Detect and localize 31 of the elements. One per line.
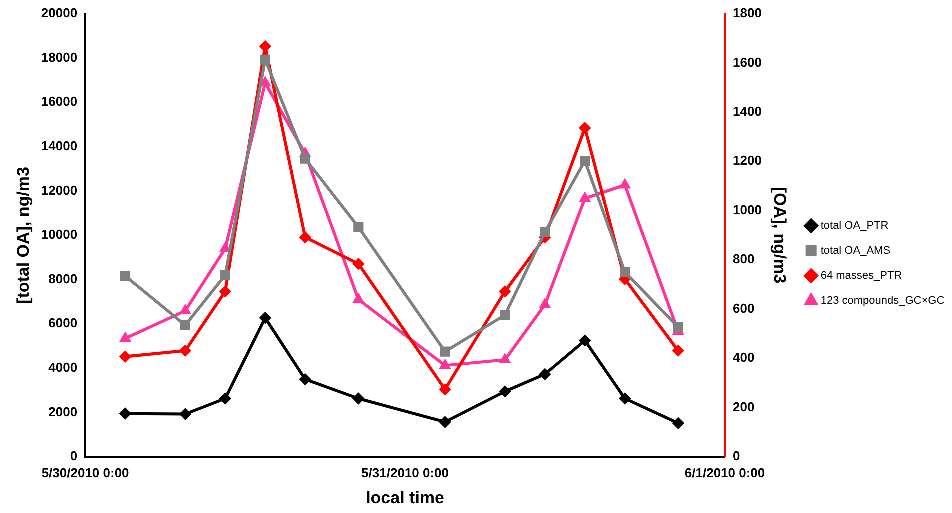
y-tick-label: 10000 xyxy=(41,227,78,242)
y2-tick-label: 1200 xyxy=(733,153,762,168)
y-tick-label: 20000 xyxy=(41,6,78,21)
y2-tick-label: 1600 xyxy=(733,54,762,70)
y2-tick-label: 1800 xyxy=(733,6,762,21)
y-tick-label: 18000 xyxy=(41,50,78,65)
y-tick-label: 16000 xyxy=(41,94,78,110)
legend-label: 64 masses_PTR xyxy=(820,270,902,282)
y-tick-label: 12000 xyxy=(41,182,78,198)
x-tick-label: 5/31/2010 0:00 xyxy=(362,465,450,480)
legend-label: total OA_AMS xyxy=(820,245,891,258)
y2-tick-label: 200 xyxy=(733,399,755,414)
y2-tick-label: 400 xyxy=(733,350,755,366)
y2-tick-label: 1400 xyxy=(733,104,762,120)
y2-tick-label: 800 xyxy=(733,252,755,267)
y-tick-label: 6000 xyxy=(48,316,78,331)
y-tick-label: 4000 xyxy=(48,360,78,375)
x-tick-label: 6/1/2010 0:00 xyxy=(684,465,766,480)
y-tick-label: 8000 xyxy=(48,271,78,286)
x-tick-label: 5/30/2010 0:00 xyxy=(42,465,130,480)
y2-tick-label: 1000 xyxy=(733,202,762,218)
y2-tick-label: 0 xyxy=(733,448,740,464)
x-axis-title: local time xyxy=(366,488,444,508)
y-tick-label: 2000 xyxy=(48,404,78,420)
y-tick-label: 0 xyxy=(70,448,78,464)
y-tick-label: 14000 xyxy=(41,138,78,154)
y2-tick-label: 600 xyxy=(733,300,755,316)
legend-label: 123 compounds_GC×GC xyxy=(820,295,945,308)
y-axis-title: [total OA], ng/m3 xyxy=(14,167,33,304)
legend-label: total OA_PTR xyxy=(820,220,889,232)
y2-axis-title: [OA], ng/m3 xyxy=(770,187,790,284)
